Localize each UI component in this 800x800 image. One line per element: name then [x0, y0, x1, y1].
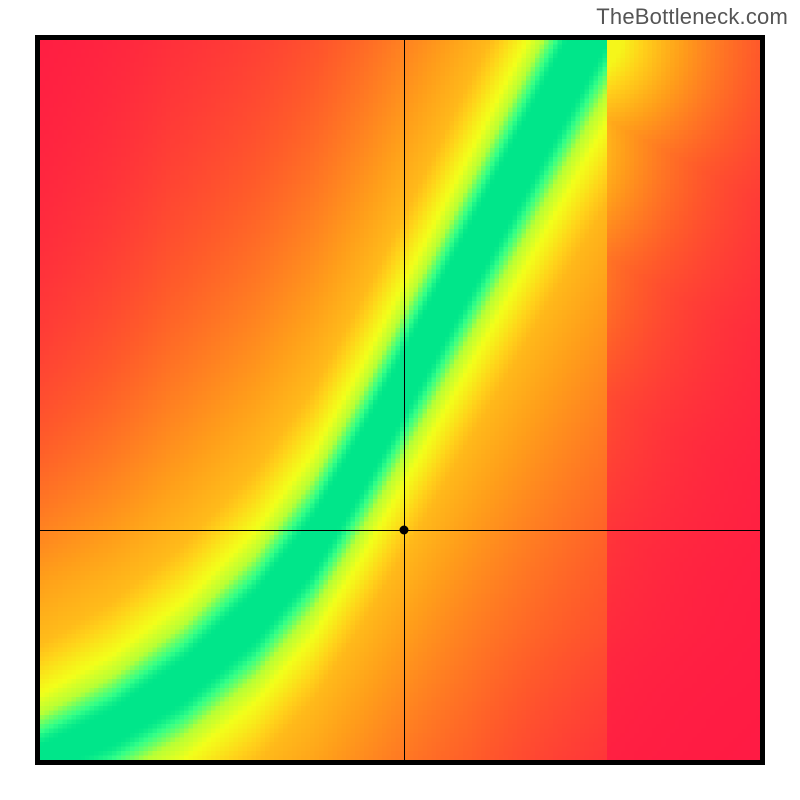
chart-container: TheBottleneck.com [0, 0, 800, 800]
crosshair-marker [399, 525, 408, 534]
bottleneck-heatmap [40, 40, 760, 760]
crosshair-vertical [404, 40, 405, 760]
plot-area [35, 35, 765, 765]
watermark-text: TheBottleneck.com [596, 4, 788, 30]
